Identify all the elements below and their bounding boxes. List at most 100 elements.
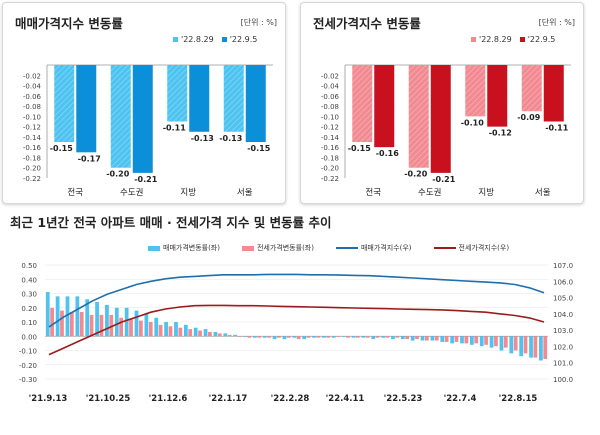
rent-rate-bar — [385, 336, 390, 338]
sale-rate-bar — [420, 336, 425, 341]
rent-data-label: -0.12 — [489, 129, 512, 138]
sale-bar — [167, 65, 188, 122]
rent-rate-bar — [454, 336, 459, 342]
sale-rate-bar — [499, 336, 504, 351]
legend-label: '22.9.5 — [229, 35, 258, 44]
rent-rate-bar — [296, 336, 301, 340]
sale-rate-bar — [272, 336, 277, 340]
sale-rate-bar — [381, 336, 385, 338]
rent-index-line — [48, 304, 545, 356]
y-right-tick-label: 105.0 — [553, 295, 573, 303]
sale-data-label: -0.15 — [247, 144, 270, 153]
rent-data-label: -0.21 — [432, 175, 455, 184]
sale-rate-bar — [282, 336, 287, 340]
sale-rate-bar — [114, 307, 119, 337]
legend-swatch — [173, 37, 178, 42]
y-right-tick-label: 100.0 — [553, 376, 573, 384]
sale-rate-bar — [469, 336, 474, 345]
sale-y-tick-label: -0.14 — [23, 134, 42, 142]
y-left-tick-label: -0.20 — [19, 362, 37, 370]
sale-rate-bar — [144, 313, 149, 337]
rent-data-label: -0.16 — [376, 149, 399, 158]
legend-item-current: '22.9.5 — [221, 35, 258, 44]
sale-y-tick-label: -0.10 — [23, 113, 41, 121]
sale-change-legend: '22.8.29 '22.9.5 — [165, 35, 257, 44]
rent-y-tick-label: -0.04 — [321, 83, 340, 91]
rent-y-tick-label: -0.20 — [321, 165, 339, 173]
x-tick-label: '22.5.23 — [384, 394, 423, 404]
legend-item-prev: '22.8.29 — [173, 35, 214, 44]
sale-y-tick-label: -0.18 — [23, 154, 41, 162]
rent-rate-bar — [434, 336, 439, 341]
y-left-tick-label: 0.40 — [21, 276, 37, 284]
sale-rate-bar — [430, 336, 435, 341]
rent-y-tick-label: -0.06 — [321, 93, 340, 101]
rent-rate-bar — [474, 336, 479, 344]
sale-y-tick-label: -0.02 — [23, 72, 41, 80]
sale-rate-bar — [203, 329, 208, 337]
trend-chart-title: 최근 1년간 전국 아파트 매매 · 전세가격 지수 및 변동률 추이 — [10, 215, 332, 230]
rent-rate-bar — [60, 310, 64, 337]
rent-bar — [430, 65, 451, 173]
legend-item-rent-index: 전세가격지수(우) — [433, 243, 509, 253]
sale-rate-bar — [410, 336, 415, 341]
rent-rate-bar — [375, 336, 380, 338]
rent-rate-bar — [99, 314, 104, 337]
rent-bar — [543, 65, 564, 122]
sale-rate-bar — [351, 336, 356, 338]
rent-rate-bar — [316, 336, 321, 338]
rent-change-legend: '22.8.29 '22.9.5 — [463, 35, 555, 44]
rent-y-tick-label: -0.10 — [321, 113, 339, 121]
rent-rate-bar — [513, 336, 518, 351]
sale-bar — [189, 65, 210, 132]
rent-data-label: -0.10 — [461, 118, 484, 127]
rent-rate-bar — [395, 336, 400, 338]
sale-rate-bar — [489, 336, 494, 348]
rent-rate-bar — [336, 336, 340, 337]
sale-rate-bar — [253, 336, 257, 338]
legend-label: '22.9.5 — [527, 35, 556, 44]
sale-rate-bar — [105, 304, 109, 337]
sale-rate-bar — [539, 336, 543, 361]
y-left-tick-label: -0.30 — [19, 376, 37, 384]
rent-y-tick-label: -0.08 — [321, 103, 339, 111]
x-tick-label: '21.9.13 — [29, 394, 68, 404]
x-tick-label: '22.1.17 — [209, 394, 248, 404]
rent-rate-bar — [237, 336, 242, 337]
trend-chart-legend: 매매가격변동률(좌) 전세가격변동률(좌) 매매가격지수(우) 전세가격지수(우… — [148, 243, 531, 253]
sale-rate-bar — [183, 324, 188, 337]
rent-rate-bar — [178, 327, 183, 337]
sale-index-line — [48, 273, 545, 328]
rent-rate-bar — [464, 336, 469, 344]
sale-rate-bar — [65, 296, 70, 337]
sale-data-label: -0.17 — [78, 154, 101, 163]
legend-swatch — [335, 247, 358, 249]
rent-rate-bar — [306, 336, 311, 338]
rent-category-label: 전국 — [365, 187, 381, 198]
rent-y-tick-label: -0.18 — [321, 154, 339, 162]
sale-y-tick-label: -0.22 — [23, 175, 41, 183]
y-right-tick-label: 103.0 — [553, 327, 573, 335]
rent-change-unit: [단위 : %] — [538, 18, 575, 27]
rent-rate-bar — [346, 336, 350, 338]
rent-rate-bar — [109, 314, 114, 337]
sale-y-tick-label: -0.12 — [23, 124, 41, 132]
rent-rate-bar — [503, 336, 508, 348]
legend-label: 전세가격변동률(좌) — [256, 244, 314, 252]
rent-y-tick-label: -0.22 — [321, 175, 339, 183]
y-left-tick-label: 0.00 — [21, 333, 37, 341]
rent-rate-bar — [415, 336, 419, 340]
x-tick-label: '22.8.15 — [499, 394, 538, 404]
rent-data-label: -0.11 — [545, 124, 568, 133]
sale-bar — [245, 65, 266, 143]
sale-bar — [132, 65, 153, 173]
sale-data-label: -0.20 — [106, 170, 129, 179]
legend-item-prev: '22.8.29 — [471, 35, 512, 44]
x-tick-label: '22.7.4 — [444, 394, 477, 404]
y-left-tick-label: -0.10 — [19, 348, 37, 356]
rent-y-tick-label: -0.16 — [321, 144, 340, 152]
rent-data-label: -0.15 — [348, 144, 371, 153]
legend-label: '22.8.29 — [181, 35, 214, 44]
rent-rate-bar — [257, 336, 262, 338]
rent-bar — [521, 65, 542, 112]
